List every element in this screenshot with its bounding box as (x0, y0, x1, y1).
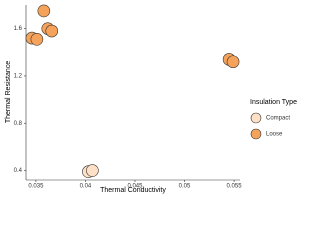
legend-title: Insulation Type (250, 99, 297, 106)
x-tick-label: 0.055 (227, 184, 243, 190)
point (30, 32, 44, 46)
x-tick-label: 0.05 (179, 184, 191, 190)
x-tick-label: 0.045 (127, 184, 143, 190)
y-tick-label: 1.6 (14, 26, 23, 32)
point (45, 24, 59, 38)
chart: Thermal Conductivity Thermal Resistance … (5, 4, 297, 194)
legend-label: Compact (266, 116, 290, 122)
y-tick-label: 1.2 (14, 74, 23, 80)
legend-label: Loose (266, 132, 283, 138)
y-tick-label: 0.4 (14, 168, 23, 174)
point (37, 4, 51, 18)
legend-swatch (250, 112, 262, 124)
x-axis-title: Thermal Conductivity (100, 187, 166, 194)
y-axis-title: Thermal Resistance (5, 61, 12, 123)
x-tick-label: 0.04 (80, 184, 92, 190)
y-tick-label: 0.8 (14, 121, 23, 127)
point (86, 164, 99, 177)
x-tick-label: 0.035 (28, 184, 44, 190)
legend-swatch (250, 128, 262, 140)
point (226, 55, 240, 69)
